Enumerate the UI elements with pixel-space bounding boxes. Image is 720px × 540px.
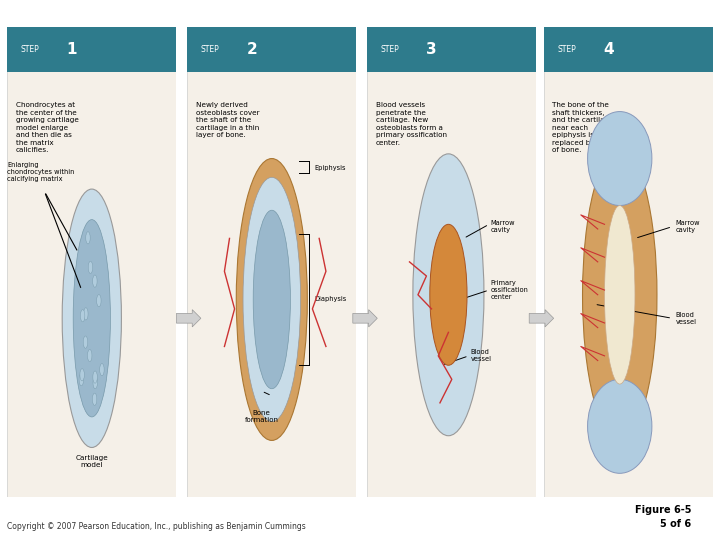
Text: 4: 4 [603, 42, 613, 57]
Circle shape [93, 376, 97, 389]
Text: STEP: STEP [381, 45, 400, 54]
Ellipse shape [253, 210, 290, 389]
Ellipse shape [582, 149, 657, 441]
Ellipse shape [243, 177, 300, 422]
FancyBboxPatch shape [367, 27, 536, 497]
Text: The bone of the
shaft thickens,
and the cartilage
near each
epiphysis is
replace: The bone of the shaft thickens, and the … [552, 102, 618, 153]
Circle shape [79, 374, 84, 386]
Text: 2: 2 [246, 42, 257, 57]
FancyBboxPatch shape [544, 27, 713, 497]
FancyBboxPatch shape [367, 27, 536, 72]
Ellipse shape [73, 220, 110, 417]
Circle shape [92, 393, 96, 406]
Text: Enlarging
chondrocytes within
calcifying matrix: Enlarging chondrocytes within calcifying… [7, 162, 75, 182]
Circle shape [100, 363, 104, 376]
Text: 5 of 6: 5 of 6 [660, 519, 691, 529]
Text: Blood
vessel: Blood vessel [675, 312, 696, 325]
Circle shape [93, 275, 97, 287]
Text: Newly derived
osteoblasts cover
the shaft of the
cartilage in a thin
layer of bo: Newly derived osteoblasts cover the shaf… [196, 102, 259, 138]
Ellipse shape [62, 189, 122, 448]
Text: Blood vessels
penetrate the
cartilage. New
osteoblasts form a
primary ossificati: Blood vessels penetrate the cartilage. N… [376, 102, 446, 146]
Circle shape [86, 232, 90, 244]
Ellipse shape [588, 112, 652, 206]
Ellipse shape [236, 159, 307, 441]
Text: Marrow
cavity: Marrow cavity [675, 220, 700, 233]
Text: Blood
vessel: Blood vessel [470, 349, 492, 362]
Text: Bone
formation: Bone formation [245, 410, 279, 423]
Text: Diaphysis: Diaphysis [314, 296, 346, 302]
Text: Cartilage
model: Cartilage model [76, 455, 108, 468]
Circle shape [80, 369, 84, 381]
Ellipse shape [413, 154, 484, 436]
Text: 3: 3 [426, 42, 437, 57]
Circle shape [88, 349, 92, 362]
Text: 1: 1 [66, 42, 77, 57]
Ellipse shape [430, 224, 467, 365]
Text: STEP: STEP [201, 45, 220, 54]
Text: Copyright © 2007 Pearson Education, Inc., publishing as Benjamin Cummings: Copyright © 2007 Pearson Education, Inc.… [7, 522, 306, 531]
Ellipse shape [588, 379, 652, 473]
Circle shape [81, 309, 85, 322]
FancyBboxPatch shape [7, 27, 176, 72]
Circle shape [89, 261, 93, 273]
Text: STEP: STEP [557, 45, 576, 54]
Circle shape [84, 336, 88, 348]
FancyBboxPatch shape [544, 27, 713, 72]
Text: Figure 6-5: Figure 6-5 [635, 505, 691, 515]
Circle shape [84, 308, 88, 320]
Text: Epiphysis: Epiphysis [314, 165, 346, 171]
FancyBboxPatch shape [187, 27, 356, 72]
Ellipse shape [605, 206, 635, 384]
Text: Marrow
cavity: Marrow cavity [491, 220, 516, 233]
Circle shape [96, 294, 101, 307]
FancyBboxPatch shape [7, 27, 176, 497]
FancyBboxPatch shape [187, 27, 356, 497]
Text: Chondrocytes at
the center of the
growing cartilage
model enlarge
and then die a: Chondrocytes at the center of the growin… [16, 102, 78, 153]
Text: STEP: STEP [21, 45, 40, 54]
Text: Primary
ossification
center: Primary ossification center [491, 280, 528, 300]
Circle shape [93, 371, 97, 383]
